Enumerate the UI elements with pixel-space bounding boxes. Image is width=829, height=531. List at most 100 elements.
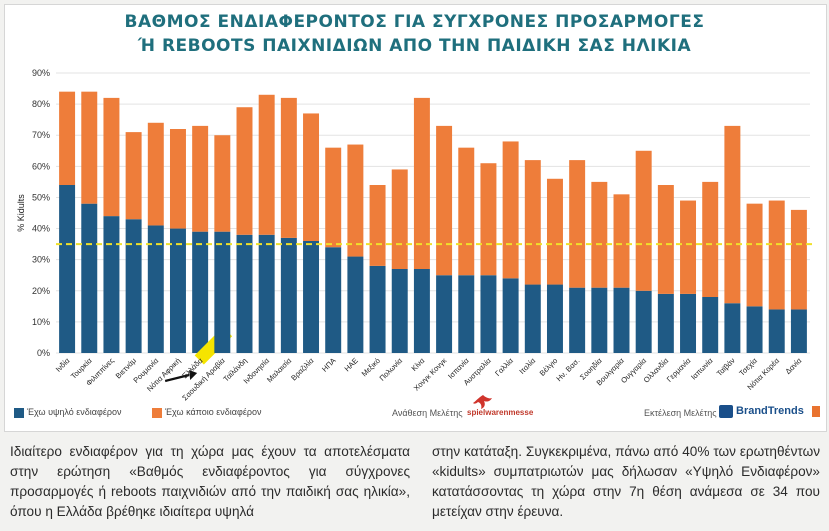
bar-some-interest bbox=[214, 135, 231, 232]
bar-high-interest bbox=[325, 247, 342, 353]
bar-high-interest bbox=[790, 309, 807, 353]
bar-some-interest bbox=[303, 113, 320, 241]
bar-high-interest bbox=[147, 225, 164, 353]
x-tick-label: Κίνα bbox=[410, 356, 427, 373]
bar-high-interest bbox=[546, 284, 563, 353]
execution-brand-logo: BrandTrends bbox=[736, 405, 804, 417]
highlight-arrowhead bbox=[189, 370, 198, 380]
caption-left-column: Ιδιαίτερο ενδιαφέρον για τη χώρα μας έχο… bbox=[10, 444, 410, 519]
bar-some-interest bbox=[169, 129, 186, 229]
bar-some-interest bbox=[436, 125, 453, 276]
bar-high-interest bbox=[369, 265, 386, 353]
y-tick-label: 90% bbox=[32, 68, 50, 78]
bar-some-interest bbox=[458, 147, 475, 276]
bar-some-interest bbox=[613, 194, 630, 288]
legend-swatch-high bbox=[14, 408, 24, 418]
bar-high-interest bbox=[768, 309, 785, 353]
commission-credit: Ανάθεση Μελέτης bbox=[392, 408, 463, 418]
bar-high-interest bbox=[635, 290, 652, 353]
chart-title-line-2: Ή REBOOTS ΠΑΙΧΝΙΔΙΩΝ ΑΠΟ ΤΗΝ ΠΑΙΔΙΚΗ ΣΑΣ… bbox=[137, 36, 692, 56]
bar-high-interest bbox=[192, 231, 209, 353]
bar-high-interest bbox=[413, 269, 430, 353]
bar-some-interest bbox=[258, 94, 275, 235]
bar-some-interest bbox=[657, 185, 674, 294]
x-tick-label: Γερμανία bbox=[665, 356, 693, 384]
bar-some-interest bbox=[347, 144, 364, 257]
bar-high-interest bbox=[502, 278, 519, 353]
legend-label-some: Έχω κάποιο ενδιαφέρον bbox=[165, 407, 262, 417]
bar-high-interest bbox=[724, 303, 741, 353]
legend-swatch-some bbox=[152, 408, 162, 418]
x-tick-label: Δανία bbox=[783, 356, 803, 376]
bar-high-interest bbox=[103, 216, 120, 353]
bar-high-interest bbox=[236, 234, 253, 353]
brandtrends-tail-icon bbox=[812, 406, 820, 417]
bar-high-interest bbox=[524, 284, 541, 353]
x-tick-label: ΗΠΑ bbox=[320, 356, 338, 374]
bar-some-interest bbox=[125, 132, 142, 220]
x-tick-label: Γαλλία bbox=[493, 356, 515, 378]
bar-high-interest bbox=[347, 256, 364, 353]
bar-high-interest bbox=[591, 287, 608, 353]
legend-label-high: Έχω υψηλό ενδιαφέρον bbox=[27, 407, 122, 417]
bar-some-interest bbox=[103, 97, 120, 217]
bar-some-interest bbox=[369, 185, 386, 266]
x-tick-label: Ιαπωνία bbox=[689, 356, 715, 382]
bar-some-interest bbox=[768, 200, 785, 310]
x-tick-label: Ιταλία bbox=[517, 356, 537, 376]
brandtrends-logo-icon bbox=[719, 405, 733, 418]
bar-some-interest bbox=[391, 169, 408, 269]
bar-some-interest bbox=[635, 150, 652, 291]
bar-some-interest bbox=[325, 147, 342, 248]
bar-some-interest bbox=[569, 160, 586, 288]
bar-high-interest bbox=[657, 293, 674, 353]
caption-area bbox=[0, 432, 829, 531]
y-tick-label: 80% bbox=[32, 99, 50, 109]
y-tick-label: 70% bbox=[32, 130, 50, 140]
bar-some-interest bbox=[480, 163, 497, 276]
bar-some-interest bbox=[236, 107, 253, 235]
x-tick-label: Μαλαισία bbox=[265, 356, 294, 385]
y-tick-label: 20% bbox=[32, 286, 50, 296]
bar-some-interest bbox=[591, 181, 608, 288]
bar-high-interest bbox=[480, 275, 497, 353]
bar-some-interest bbox=[546, 178, 563, 285]
bar-some-interest bbox=[790, 209, 807, 310]
bar-high-interest bbox=[391, 269, 408, 353]
bar-some-interest bbox=[502, 141, 519, 279]
bar-high-interest bbox=[169, 228, 186, 353]
caption-right-column: στην κατάταξη. Συγκεκριμένα, πάνω από 40… bbox=[432, 444, 820, 519]
x-tick-label: Πολωνία bbox=[377, 356, 404, 383]
bar-high-interest bbox=[458, 275, 475, 353]
bar-some-interest bbox=[724, 125, 741, 304]
highlight-arrow bbox=[164, 373, 190, 383]
stacked-bar-chart: 0% 10% 20% 30% 40% 50% 60% 70% 80% 90% % Kidults Ιν… bbox=[16, 68, 814, 402]
bar-high-interest bbox=[280, 237, 297, 353]
x-tick-label: ΗΑΕ bbox=[343, 356, 360, 373]
x-tick-label: Ινδία bbox=[54, 356, 72, 374]
bar-some-interest bbox=[147, 122, 164, 226]
y-tick-label: 0% bbox=[37, 348, 50, 358]
bar-high-interest bbox=[436, 275, 453, 353]
bar-high-interest bbox=[746, 306, 763, 353]
bar-some-interest bbox=[59, 91, 76, 185]
bar-high-interest bbox=[81, 203, 98, 353]
y-tick-label: 50% bbox=[32, 192, 50, 202]
bar-high-interest bbox=[59, 185, 76, 353]
bar-high-interest bbox=[214, 231, 231, 353]
chart-title-line-1: ΒΑΘΜΟΣ ΕΝΔΙΑΦΕΡΟΝΤΟΣ ΓΙΑ ΣΥΓΧΡΟΝΕΣ ΠΡΟΣΑ… bbox=[124, 12, 705, 32]
commission-brand-logo: spielwarenmesse bbox=[467, 408, 534, 417]
x-tick-label: Ην. Βασ. bbox=[554, 356, 581, 383]
y-tick-label: 30% bbox=[32, 255, 50, 265]
bar-high-interest bbox=[303, 241, 320, 353]
x-tick-label: Βραζιλία bbox=[289, 356, 316, 383]
bar-high-interest bbox=[680, 293, 697, 353]
execution-credit: Εκτέλεση Μελέτης bbox=[644, 408, 717, 418]
bar-some-interest bbox=[702, 181, 719, 297]
bar-high-interest bbox=[613, 287, 630, 353]
bar-some-interest bbox=[680, 200, 697, 294]
y-tick-label: 10% bbox=[32, 317, 50, 327]
spielwarenmesse-logo-icon bbox=[473, 395, 492, 409]
bar-some-interest bbox=[192, 125, 209, 232]
